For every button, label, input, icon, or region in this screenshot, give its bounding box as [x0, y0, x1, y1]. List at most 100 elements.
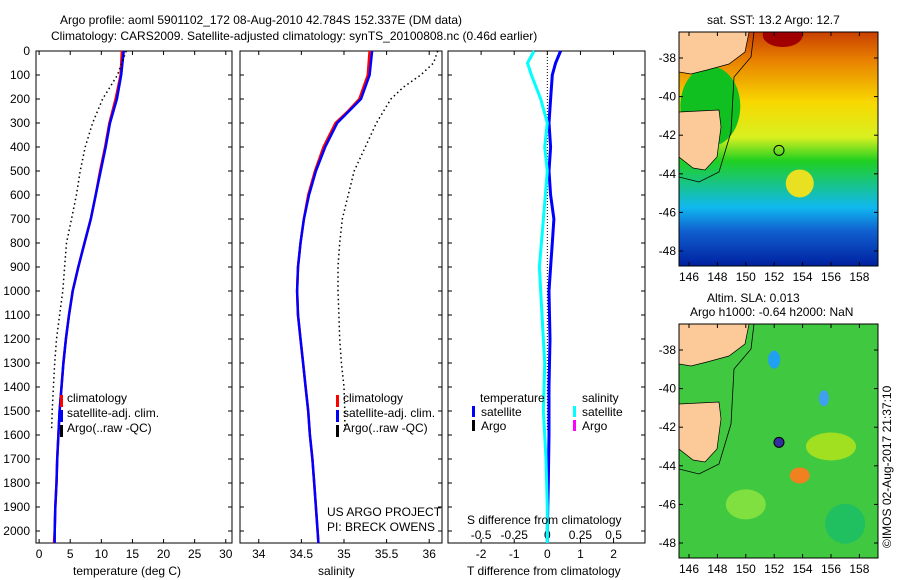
depth-tick-label: 1700	[3, 452, 30, 466]
lon-tick-label: 152	[764, 562, 784, 576]
depth-tick-label: 600	[10, 188, 30, 202]
pi-label: PI: BRECK OWENS	[327, 520, 436, 534]
sla-anomaly	[789, 467, 810, 484]
lon-tick-label: 146	[679, 270, 699, 284]
tasmania	[679, 109, 722, 171]
diff-legend-s-satellite: satellite	[582, 405, 623, 419]
depth-tick-label: 0	[23, 44, 30, 58]
lat-tick-label: -48	[659, 536, 677, 550]
salinity-plot-frame	[239, 50, 443, 544]
series-argo-raw-qc-	[337, 50, 439, 431]
depth-tick-label: 1900	[3, 500, 30, 514]
lat-tick-label: -44	[659, 459, 677, 473]
legend-swatch	[60, 395, 63, 407]
lon-tick-label: 150	[736, 270, 756, 284]
temp-legend-climatology: climatology	[67, 391, 128, 405]
depth-tick-label: 400	[10, 140, 30, 154]
series-s-satellite	[525, 50, 549, 543]
depth-tick-label: 1200	[3, 332, 30, 346]
sst-map: 146 148 150 152 154 156 158 -38 -40 -42 -44 -46 -48	[659, 31, 879, 284]
legend-swatch	[472, 420, 475, 431]
sal-legend-satellite: satellite-adj. clim.	[343, 406, 436, 420]
salinity-x-tick-label: 34	[252, 547, 266, 561]
difference-x-tick-label: 1	[577, 547, 584, 561]
lat-tick-label: -42	[659, 128, 677, 142]
temperature-x-tick-label: 25	[188, 547, 202, 561]
lon-tick-label: 158	[849, 270, 869, 284]
sla-map-title-2: Argo h1000: -0.64 h2000: NaN	[690, 305, 854, 319]
sla-anomaly	[725, 489, 766, 520]
lon-tick-label: 156	[821, 562, 841, 576]
project-label: US ARGO PROJECT	[327, 505, 442, 519]
t-diff-axis-label: T difference from climatology	[467, 564, 621, 578]
legend-swatch	[60, 410, 63, 422]
tasmania	[679, 401, 722, 463]
sla-anomaly	[768, 350, 781, 369]
depth-tick-label: 2000	[3, 524, 30, 538]
lat-tick-label: -44	[659, 167, 677, 181]
shelf-contour	[679, 324, 755, 475]
warm-core	[762, 32, 803, 47]
temp-legend-argo: Argo(..raw -QC)	[67, 421, 152, 435]
lat-tick-label: -42	[659, 420, 677, 434]
lat-tick-label: -38	[659, 51, 677, 65]
lat-tick-label: -40	[659, 382, 677, 396]
temperature-plot-frame	[35, 50, 233, 544]
sla-anomaly	[818, 390, 829, 407]
lon-tick-label: 148	[707, 270, 727, 284]
salinity-x-tick-label: 36	[423, 547, 437, 561]
sla-map-field	[679, 324, 878, 558]
sla-map: 146 148 150 152 154 156 158 -38 -40 -42 -44 -46 -48	[659, 323, 879, 576]
title-line-2: Climatology: CARS2009. Satellite-adjuste…	[51, 29, 538, 43]
lon-tick-label: 154	[793, 270, 813, 284]
credit-label: ©IMOS 02-Aug-2017 21:37:10	[880, 385, 894, 548]
temperature-x-tick-label: 10	[95, 547, 109, 561]
legend-swatch	[472, 406, 475, 417]
argo-float-marker	[773, 144, 785, 156]
depth-tick-label: 1600	[3, 428, 30, 442]
difference-x-tick-label: 0	[544, 547, 551, 561]
difference-x-tick-label: -2	[476, 547, 487, 561]
legend-swatch	[336, 425, 339, 437]
depth-tick-label: 800	[10, 236, 30, 250]
depth-tick-label: 300	[10, 116, 30, 130]
warm-eddy	[785, 169, 814, 198]
shelf-contour	[679, 32, 755, 183]
diff-legend-temperature-header: temperature	[480, 391, 545, 405]
difference-x-tick-label: 2	[610, 547, 617, 561]
series-t-satellite	[545, 50, 562, 543]
depth-tick-label: 200	[10, 92, 30, 106]
diff-legend-salinity-header: salinity	[582, 391, 619, 405]
sst-map-title: sat. SST: 13.2 Argo: 12.7	[707, 13, 840, 27]
temperature-x-tick-label: 0	[36, 547, 43, 561]
temperature-x-tick-label: 15	[126, 547, 140, 561]
mainland-australia	[679, 324, 750, 367]
s-diff-axis-label: S difference from climatology	[467, 513, 622, 527]
argo-float-marker	[773, 436, 785, 448]
depth-tick-label: 100	[10, 68, 30, 82]
sla-map-title-1: Altim. SLA: 0.013	[707, 291, 800, 305]
lon-tick-label: 146	[679, 562, 699, 576]
mainland-australia	[679, 32, 750, 75]
lat-tick-label: -46	[659, 497, 677, 511]
depth-tick-label: 1400	[3, 380, 30, 394]
legend-swatch	[336, 395, 339, 407]
series-satellite-adj-clim-	[53, 50, 125, 543]
depth-tick-label: 900	[10, 260, 30, 274]
series-climatology	[295, 50, 371, 544]
salinity-x-tick-label: 35.5	[375, 547, 399, 561]
depth-tick-label: 1000	[3, 284, 30, 298]
title-line-1: Argo profile: aoml 5901102_172 08-Aug-20…	[60, 13, 463, 27]
lat-tick-label: -40	[659, 90, 677, 104]
lon-tick-label: 148	[707, 562, 727, 576]
diff-legend-t-argo: Argo	[481, 419, 507, 433]
series-argo-raw-qc-	[50, 50, 127, 431]
s-diff-tick-label: 0.25	[569, 528, 593, 542]
temp-legend-satellite: satellite-adj. clim.	[67, 406, 160, 420]
depth-tick-label: 1500	[3, 404, 30, 418]
depth-tick-label: 1800	[3, 476, 30, 490]
depth-tick-label: 500	[10, 164, 30, 178]
lat-tick-label: -48	[659, 244, 677, 258]
